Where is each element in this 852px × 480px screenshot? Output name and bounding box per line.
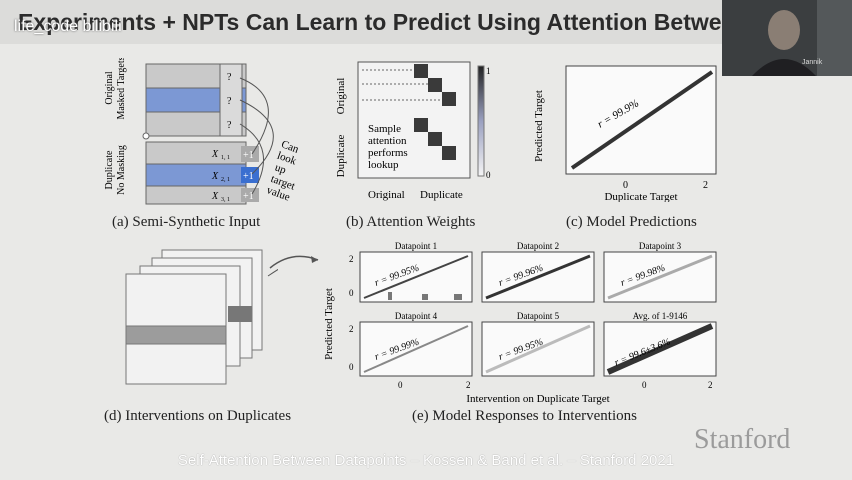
label-duplicate: Duplicate [104, 150, 115, 189]
webcam-name: Jannik [802, 59, 823, 66]
slide-title: Experiments + NPTs Can Learn to Predict … [0, 0, 852, 44]
caption-e: (e) Model Responses to Interventions [412, 408, 637, 424]
svg-text:3, 1: 3, 1 [221, 197, 230, 203]
subplot-1: Datapoint 1 r = 99.95% [359, 241, 473, 303]
cbar-bottom: 0 [486, 170, 491, 180]
e-ytick-0a: 0 [349, 288, 354, 298]
masked-cell-3: ? [227, 120, 232, 131]
colorbar [477, 65, 485, 177]
e-xtick-2: 2 [466, 380, 471, 390]
cbar-top: 1 [486, 66, 491, 76]
subplot-6: Avg. of 1-9146 r = 99.6±3.6% [603, 311, 717, 377]
panel-e-figure: Predicted Target 2 0 2 0 Datapoint 1 r =… [323, 241, 717, 405]
b-ylabel-duplicate: Duplicate [335, 135, 347, 178]
svg-text:Can: Can [280, 138, 301, 156]
c-tick-2: 2 [703, 180, 708, 191]
webcam-feed: Jannik [722, 0, 852, 76]
svg-text:up: up [273, 162, 288, 177]
plus-one-2: +1 [243, 171, 254, 182]
duplicate-table: X 1, 1 X 2, 1 X 3, 1 +1 +1 +1 [145, 141, 259, 205]
svg-text:2, 1: 2, 1 [221, 177, 230, 183]
e-xlabel: Intervention on Duplicate Target [466, 393, 609, 405]
label-nomask: No Masking [116, 145, 127, 195]
c-xlabel: Duplicate Target [604, 191, 677, 202]
svg-text:performs: performs [368, 147, 408, 159]
watermark-logo: life_code bilibili [14, 18, 122, 35]
svg-text:Datapoint 4: Datapoint 4 [395, 311, 438, 321]
subplot-4: Datapoint 4 r = 99.99% [359, 311, 473, 377]
caption-a: (a) Semi-Synthetic Input [112, 214, 261, 230]
subplot-2: Datapoint 2 r = 99.96% [481, 241, 595, 303]
c-ylabel: Predicted Target [533, 90, 545, 162]
x11: X [211, 149, 219, 160]
b-xlabel-original: Original [368, 189, 405, 201]
c-data-line [570, 70, 714, 170]
attention-cells [414, 64, 456, 160]
subplot-3: Datapoint 3 r = 99.98% [603, 241, 717, 303]
e-xtick-0c: 0 [642, 380, 647, 390]
panel-b-figure: Original Duplicate Sample attention perf… [335, 61, 491, 201]
svg-text:attention: attention [368, 135, 407, 147]
svg-text:Avg. of 1-9146: Avg. of 1-9146 [633, 311, 688, 321]
caption-c: (c) Model Predictions [566, 214, 697, 230]
x31: X [211, 191, 219, 202]
caption-d: (d) Interventions on Duplicates [104, 408, 292, 424]
panel-a-figure: Original Masked Targets Duplicate No Mas… [104, 58, 301, 205]
svg-text:Datapoint 3: Datapoint 3 [639, 241, 682, 251]
masked-cell-2: ? [227, 96, 232, 107]
e-xtick-2c: 2 [708, 380, 713, 390]
b-ylabel-original: Original [335, 78, 347, 115]
e-ytick-2a: 2 [349, 254, 354, 264]
caption-b: (b) Attention Weights [346, 214, 476, 230]
svg-text:Datapoint 1: Datapoint 1 [395, 241, 437, 251]
presenter-silhouette-icon [722, 0, 852, 76]
slide-footer: Self-Attention Between Datapoints – Koss… [177, 452, 675, 469]
c-tick-0: 0 [623, 180, 628, 191]
masked-cell-1: ? [227, 72, 232, 83]
b-annot-1: Sample [368, 123, 401, 135]
e-ytick-2b: 2 [349, 324, 354, 334]
b-xlabel-duplicate: Duplicate [420, 189, 463, 201]
arrow-d-to-e [269, 255, 319, 269]
e-ytick-0b: 0 [349, 362, 354, 372]
plus-one-3: +1 [243, 191, 254, 202]
label-masked: Masked Targets [116, 58, 127, 120]
label-original: Original [104, 71, 115, 105]
panel-d-figure [125, 249, 278, 385]
svg-text:Datapoint 2: Datapoint 2 [517, 241, 559, 251]
original-table: ? ? ? [145, 63, 247, 137]
svg-text:1, 1: 1, 1 [221, 155, 230, 161]
stanford-logo: Stanford [694, 424, 791, 455]
e-ylabel: Predicted Target [323, 288, 335, 360]
x21: X [211, 171, 219, 182]
e-xtick-0: 0 [398, 380, 403, 390]
lookup-annotation: Can look up target value [265, 138, 301, 203]
svg-text:Datapoint 5: Datapoint 5 [517, 311, 560, 321]
panel-c-figure: Predicted Target r = 99.9% 0 2 Duplicate… [533, 65, 717, 202]
svg-text:lookup: lookup [368, 159, 399, 171]
plus-one-1: +1 [243, 150, 254, 161]
subplot-5: Datapoint 5 r = 99.95% [481, 311, 595, 377]
